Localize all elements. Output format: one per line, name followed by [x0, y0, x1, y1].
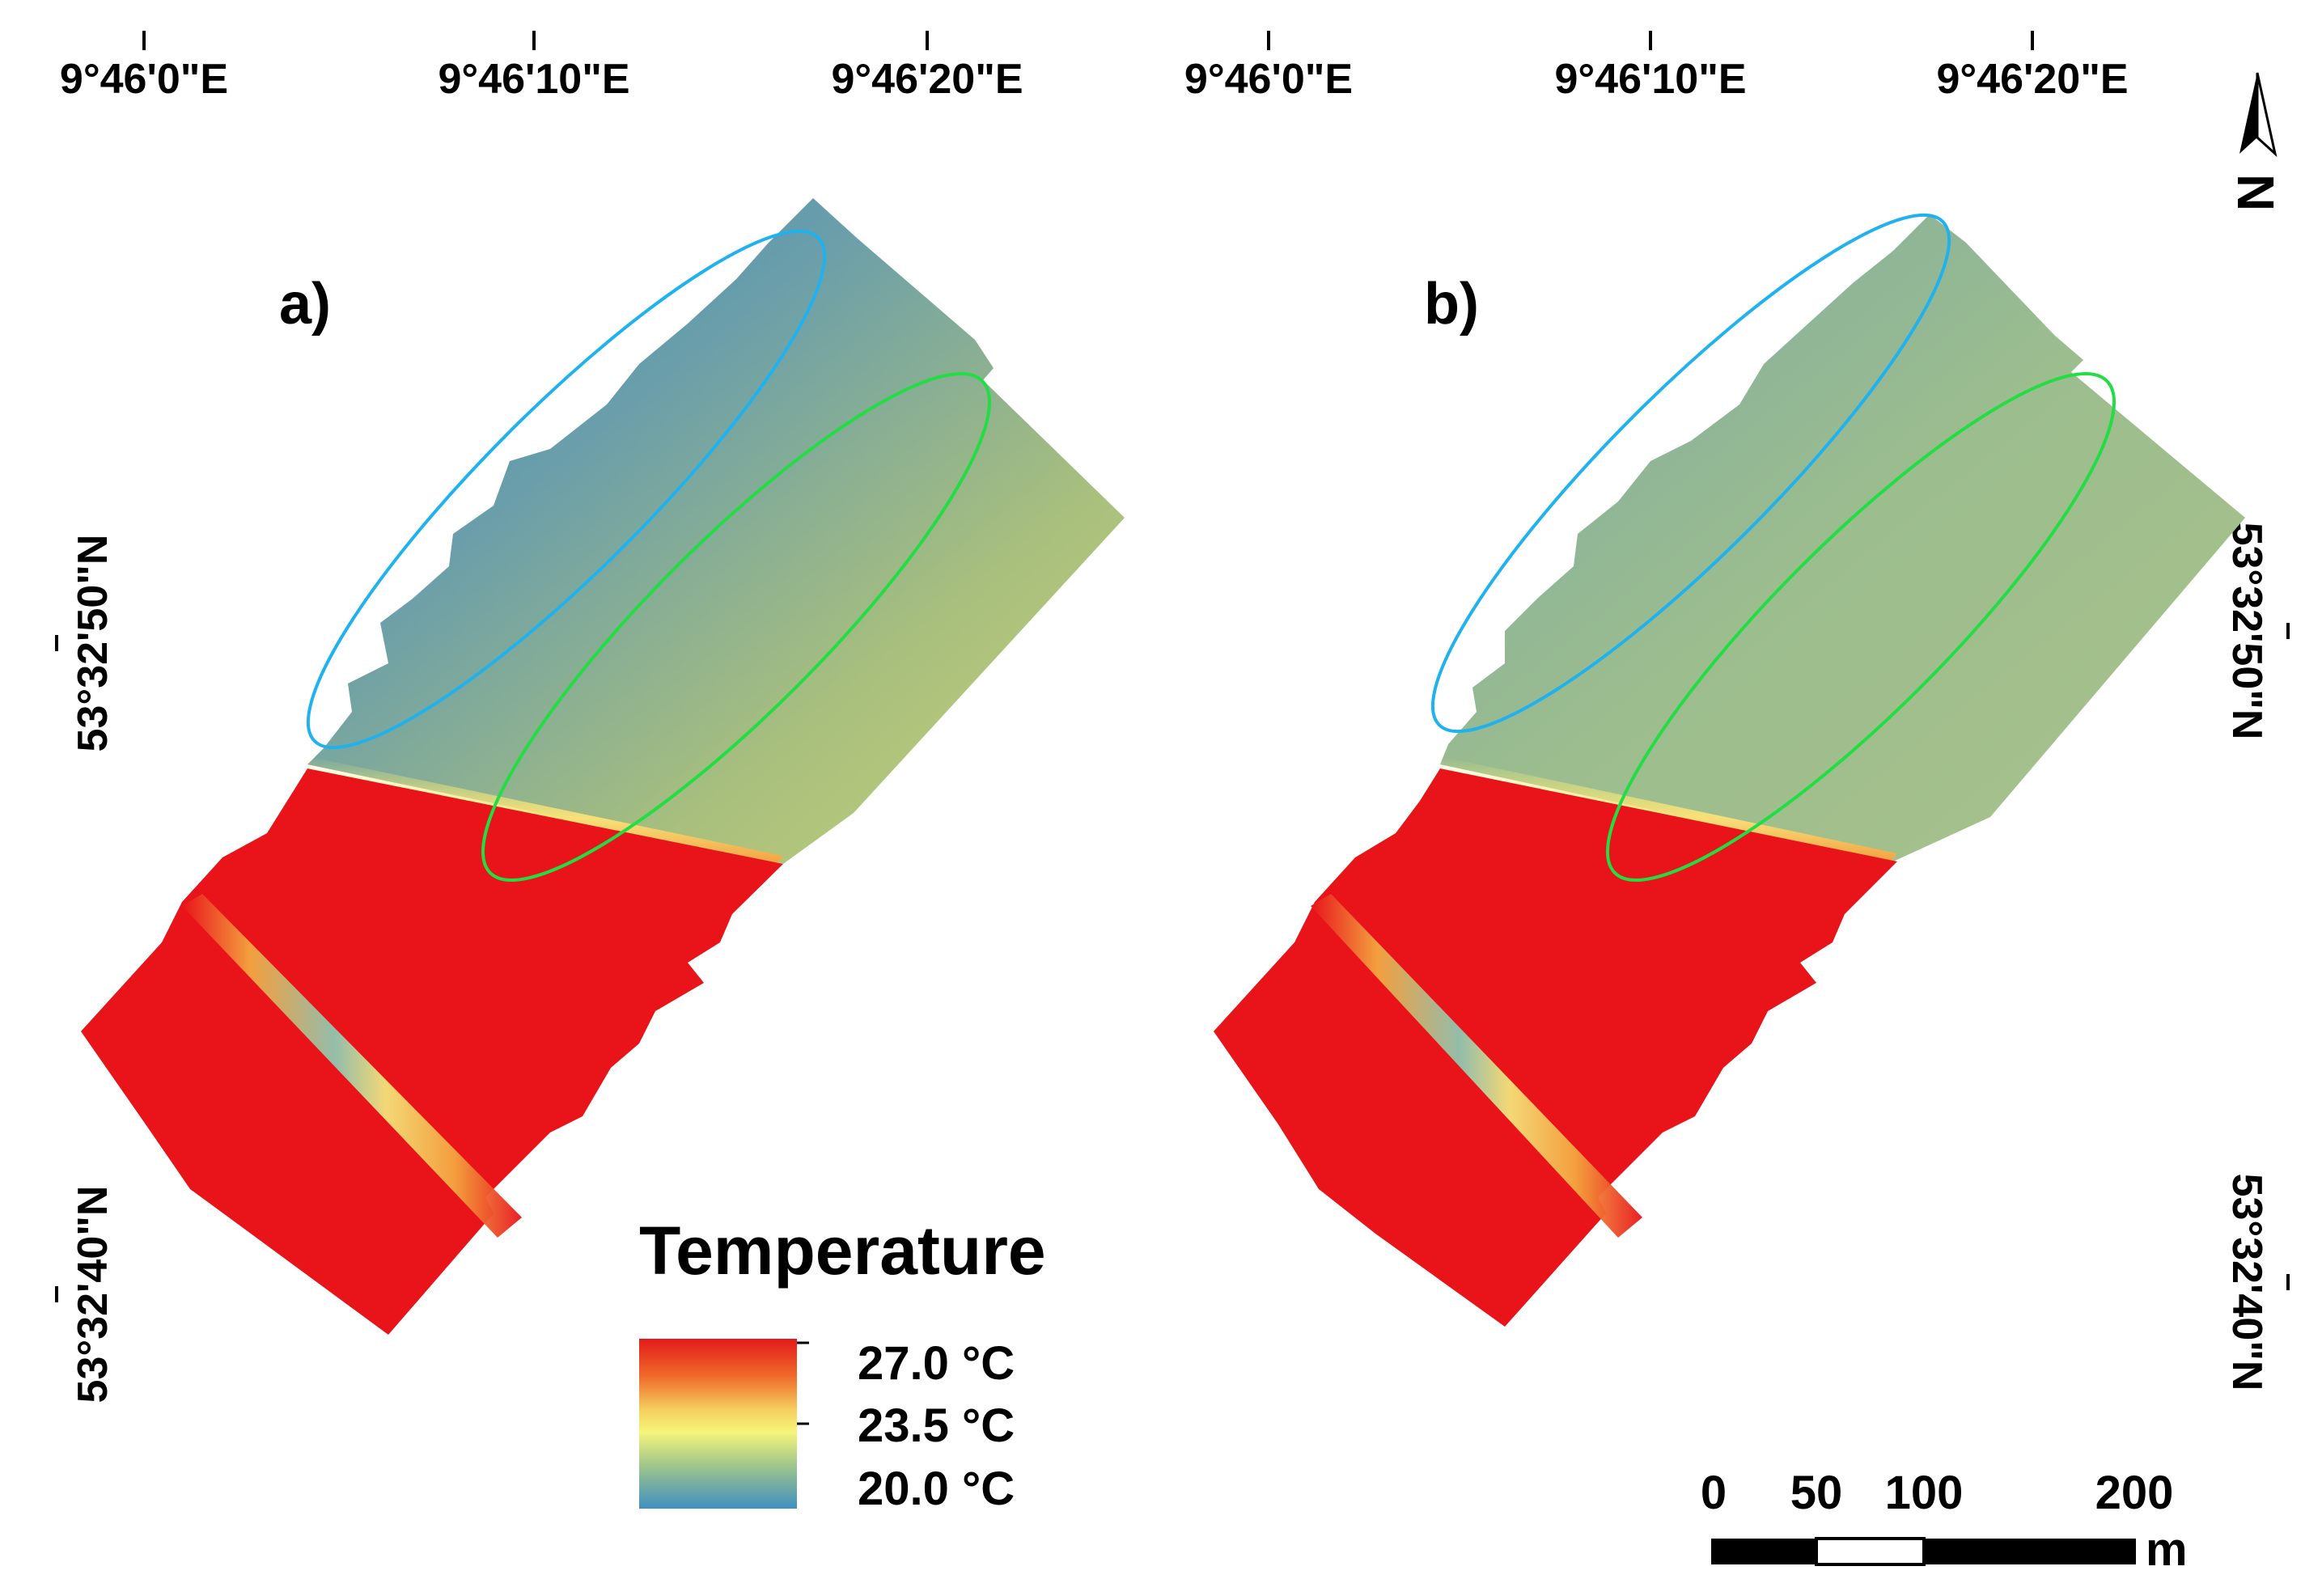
right-label-2: 53°32'40"N: [2223, 1174, 2270, 1391]
panel-b-label: b): [1424, 272, 1479, 337]
panel-a-map: a): [81, 198, 1125, 1335]
scale-tick-100: 100: [1885, 1467, 1964, 1519]
panel-b-green-ellipse: [1606, 372, 2116, 882]
right-axis-labels: 53°32'50"N 53°32'40"N: [2223, 523, 2290, 1391]
panel-a-shore-strip: [182, 894, 522, 1238]
scalebar: 0 50 100 200 m: [1701, 1467, 2188, 1576]
scale-segment-2: [1815, 1537, 1926, 1566]
legend-value-high: 27.0 °C: [858, 1337, 1015, 1390]
panel-b-shore-strip: [1311, 894, 1642, 1238]
legend: Temperature 27.0 °C 23.5 °C 20.0 °C: [639, 1213, 1046, 1515]
top-label-b-1: 9°46'0"E: [1184, 56, 1353, 103]
scale-segment-1: [1711, 1539, 1816, 1564]
top-axis-labels: 9°46'0"E 9°46'10"E 9°46'20"E 9°46'0"E 9°…: [60, 31, 2129, 103]
left-label-2: 53°32'40"N: [70, 1186, 117, 1403]
scale-tick-0: 0: [1701, 1467, 1727, 1519]
left-axis-labels: 53°32'50"N 53°32'40"N: [55, 535, 117, 1403]
legend-value-low: 20.0 °C: [858, 1463, 1015, 1515]
panel-b-warm-water: [1214, 768, 1897, 1327]
panel-a-warm-water: [81, 768, 783, 1335]
north-arrow-half: [2256, 72, 2278, 158]
scale-tick-200: 200: [2095, 1467, 2174, 1519]
right-label-1: 53°32'50"N: [2223, 523, 2270, 740]
panel-a-label: a): [279, 272, 331, 337]
scale-tick-50: 50: [1790, 1467, 1843, 1519]
legend-color-ramp: [639, 1339, 797, 1509]
panel-a-blue-ellipse: [306, 229, 827, 750]
north-arrow-label: N: [2227, 174, 2285, 211]
top-label-b-2: 9°46'10"E: [1554, 56, 1746, 103]
panel-b-cool-water: [1440, 214, 2245, 862]
panel-b-map: b): [1214, 213, 2245, 1327]
top-label-b-3: 9°46'20"E: [1936, 56, 2128, 103]
top-label-a-1: 9°46'0"E: [60, 56, 228, 103]
legend-title: Temperature: [639, 1213, 1046, 1289]
north-arrow: N: [2227, 72, 2285, 211]
left-label-1: 53°32'50"N: [70, 535, 117, 752]
north-arrow-icon: [2239, 73, 2257, 154]
panel-b-blue-ellipse: [1430, 213, 1951, 734]
scale-segment-3: [1924, 1539, 2136, 1564]
legend-value-mid: 23.5 °C: [858, 1399, 1015, 1452]
top-label-a-2: 9°46'10"E: [438, 56, 629, 103]
scale-unit: m: [2146, 1523, 2188, 1576]
panel-a-cool-water: [307, 198, 1125, 864]
top-label-a-3: 9°46'20"E: [831, 56, 1023, 103]
panel-a-green-ellipse: [481, 372, 991, 882]
